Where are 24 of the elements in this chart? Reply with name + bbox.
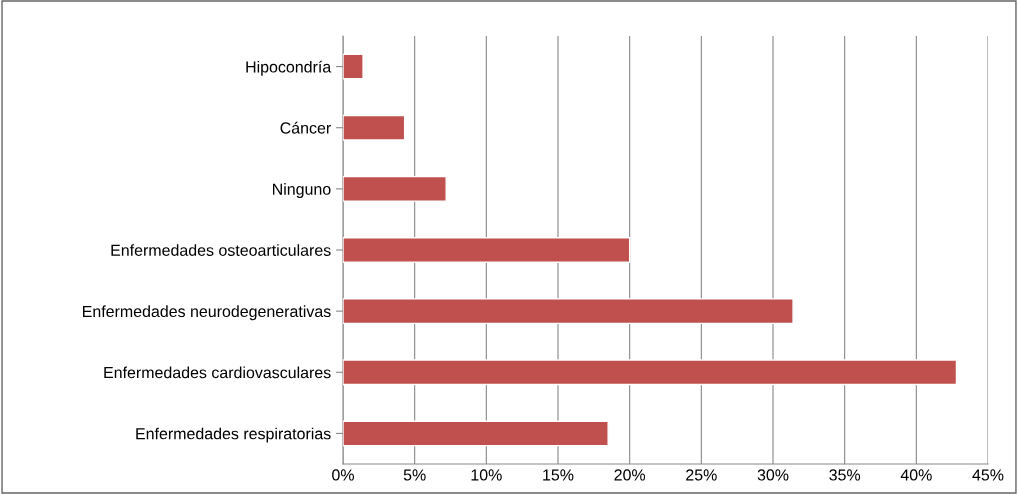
x-tick-label: 20%: [614, 469, 646, 481]
x-tick-label: 40%: [900, 469, 932, 481]
bar: [343, 359, 958, 386]
x-tick-label: 0%: [332, 469, 354, 481]
y-tick-label: Cáncer: [280, 121, 331, 134]
bar: [343, 237, 631, 263]
x-tick-label: 45%: [972, 469, 1004, 481]
bar: [343, 298, 794, 325]
x-tick-label: 10%: [471, 469, 502, 481]
x-tick-label: 5%: [403, 469, 426, 481]
y-tick-label: Hipocondría: [246, 60, 332, 76]
y-tick-label: Ninguno: [273, 183, 331, 198]
y-tick-label: Enfermedades osteoarticulares: [111, 244, 331, 256]
x-tick-label: 15%: [543, 469, 574, 481]
bar: [343, 175, 447, 202]
bar: [343, 420, 609, 447]
x-tick-label: 35%: [829, 469, 861, 481]
bar: [343, 53, 364, 80]
x-tick-label: 30%: [757, 469, 789, 481]
y-tick-label: Enfermedades cardiovasculares: [104, 366, 331, 379]
y-tick-label: Enfermedades respiratorias: [136, 427, 331, 443]
bar: [343, 114, 406, 141]
y-tick-label: Enfermedades neurodegenerativas: [83, 305, 331, 321]
x-tick-label: 25%: [686, 469, 717, 481]
